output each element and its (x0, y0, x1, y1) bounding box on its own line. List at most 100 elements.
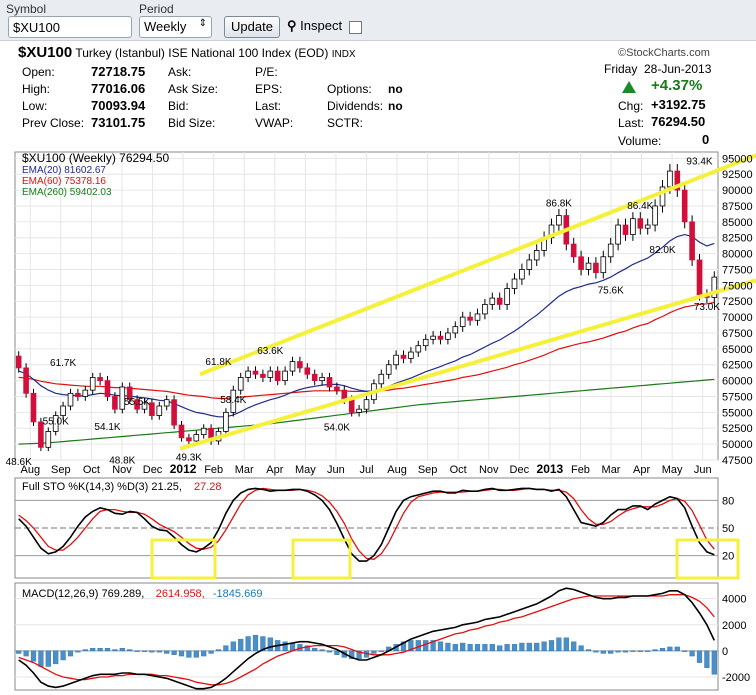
macd-histogram-bar (230, 641, 236, 652)
macd-histogram-bar (90, 648, 96, 652)
macd-histogram-bar (400, 641, 407, 652)
inspect-checkbox[interactable] (349, 21, 362, 34)
price-ytick-label: 65000 (722, 344, 753, 356)
period-value: Weekly (144, 19, 187, 34)
macd-histogram-bar (408, 640, 414, 652)
price-peak-label: 48.8K (109, 456, 135, 467)
price-xtick-label: Jun (694, 464, 712, 476)
macd-ytick-label: 4000 (722, 594, 746, 606)
macd-histogram-bar (67, 650, 74, 657)
macd-histogram-bar (275, 640, 281, 652)
macd-histogram-bar (164, 650, 170, 654)
candle-body (119, 386, 126, 410)
candle-body (607, 243, 614, 258)
price-legend-entry: EMA(60) 75378.16 (22, 176, 106, 187)
macd-histogram-bar (97, 648, 103, 652)
price-xtick-label: Mar (602, 464, 621, 476)
price-xtick-label: Dec (510, 464, 530, 476)
symbol-input[interactable] (8, 16, 132, 38)
price-ytick-label: 50000 (722, 439, 753, 451)
candle-body (630, 218, 636, 235)
macd-histogram-bar (260, 636, 266, 652)
candle-body (97, 377, 103, 382)
price-ytick-label: 95000 (722, 153, 753, 165)
candle-body (526, 259, 533, 270)
candle-body (334, 386, 340, 391)
period-select[interactable]: Weekly ⇕ (139, 16, 212, 38)
price-legend-entry: $XU100 (Weekly) 76294.50 (22, 151, 170, 165)
candle-body (593, 262, 599, 274)
candle-body (237, 377, 244, 391)
macd-histogram-bar (60, 650, 66, 661)
candle-body (459, 316, 466, 328)
macd-histogram-bar (667, 646, 673, 652)
price-peak-label: 86.4K (627, 201, 653, 212)
candle-body (482, 304, 488, 315)
stochastic-panel-frame (14, 477, 719, 579)
update-button[interactable]: Update (224, 16, 280, 38)
last-label: Last: (255, 99, 282, 113)
options-value: no (388, 82, 403, 96)
exchange: INDX (331, 49, 356, 60)
price-xtick-label: Feb (571, 464, 590, 476)
candle-body (408, 351, 414, 359)
price-xtick-label: Dec (143, 464, 163, 476)
inspect-toggle[interactable]: ⚲ Inspect (287, 18, 342, 34)
macd-histogram-bar (238, 638, 244, 652)
macd-histogram-bar (630, 650, 636, 652)
macd-histogram-bar (674, 646, 680, 652)
macd-histogram-bar (356, 650, 362, 659)
price-ytick-label: 70000 (722, 312, 753, 324)
macd-histogram-bar (696, 650, 703, 663)
macd-histogram-bar (341, 650, 347, 658)
pct-change: +4.37% (651, 77, 703, 94)
macd-histogram-bar (104, 648, 111, 652)
candle-body (215, 431, 222, 442)
macd-histogram-bar (689, 650, 695, 657)
stochastic-highlight-box (291, 538, 352, 580)
macd-histogram-bar (452, 644, 458, 652)
price-ytick-label: 85000 (722, 217, 753, 229)
price-xtick-label: Sep (418, 464, 438, 476)
candle-body (341, 389, 348, 401)
candle-body (711, 276, 718, 298)
macd-histogram-bar (704, 650, 710, 669)
candle-body (186, 437, 192, 442)
quote-day: Friday (604, 62, 638, 76)
bid-label: Bid: (168, 99, 189, 113)
macd-panel-frame (14, 582, 719, 691)
candle-body (422, 338, 429, 347)
eps-label: EPS: (255, 82, 283, 96)
candle-body (496, 297, 503, 305)
macd-histogram-bar (445, 642, 451, 652)
macd-histogram-bar (460, 642, 466, 652)
candle-body (60, 405, 66, 416)
macd-histogram-bar (112, 649, 118, 652)
candle-body (200, 427, 207, 435)
candle-body (282, 370, 288, 382)
pe-label: P/E: (255, 65, 278, 79)
macd-line (18, 587, 716, 690)
candle-body (45, 431, 52, 448)
stochastic-legend-entry: Full STO %K(14,3) %D(3) 21.25, (22, 481, 182, 493)
macd-legend-entry: -1845.669 (213, 588, 263, 600)
candle-body (89, 377, 96, 391)
price-peak-label: 61.7K (50, 358, 76, 369)
candle-body (193, 434, 200, 442)
ema20-line (18, 233, 715, 418)
macd-histogram-bar (556, 637, 562, 652)
price-peak-label: 86.8K (546, 198, 572, 209)
stochastic-k-line (18, 487, 715, 562)
options-label: Options: (327, 82, 372, 96)
volume-label: Volume: (618, 134, 662, 148)
price-xtick-label: 2013 (537, 462, 564, 476)
candle-body (644, 224, 651, 229)
price-xtick-label: Nov (479, 464, 499, 476)
candle-body (245, 370, 251, 378)
candle-body (223, 411, 229, 432)
vwap-label: VWAP: (255, 116, 294, 130)
price-ytick-label: 52500 (722, 423, 753, 435)
macd-histogram-bar (208, 650, 214, 654)
candle-body (75, 392, 81, 397)
candle-body (378, 373, 385, 385)
